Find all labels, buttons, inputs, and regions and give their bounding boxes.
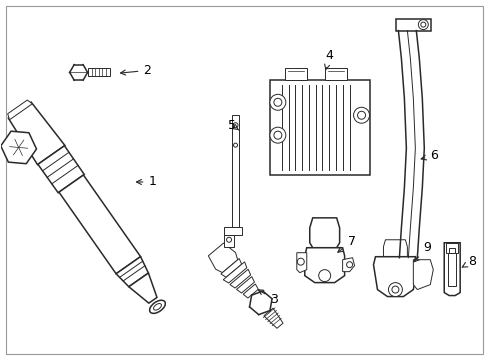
Polygon shape — [398, 258, 415, 270]
Text: 1: 1 — [136, 175, 156, 189]
Polygon shape — [264, 308, 283, 328]
Text: 8: 8 — [461, 255, 475, 268]
Text: 7: 7 — [337, 235, 355, 252]
Polygon shape — [223, 262, 246, 283]
Polygon shape — [269, 80, 369, 175]
Polygon shape — [224, 227, 242, 235]
Text: 2: 2 — [120, 64, 151, 77]
Polygon shape — [243, 284, 258, 298]
Polygon shape — [208, 243, 237, 273]
Polygon shape — [38, 146, 84, 193]
Polygon shape — [8, 100, 32, 120]
Polygon shape — [224, 235, 234, 247]
Ellipse shape — [269, 127, 285, 143]
Polygon shape — [296, 253, 306, 273]
Polygon shape — [59, 175, 140, 274]
Polygon shape — [443, 243, 459, 296]
Polygon shape — [309, 218, 339, 248]
Ellipse shape — [269, 94, 285, 110]
Polygon shape — [1, 131, 37, 164]
Polygon shape — [412, 260, 432, 289]
Text: 9: 9 — [413, 241, 430, 262]
Ellipse shape — [387, 283, 402, 297]
Polygon shape — [221, 258, 241, 277]
Polygon shape — [128, 273, 157, 303]
Polygon shape — [383, 240, 407, 257]
Ellipse shape — [353, 107, 369, 123]
Text: 5: 5 — [227, 119, 238, 132]
Ellipse shape — [417, 20, 427, 30]
Polygon shape — [116, 257, 148, 287]
Ellipse shape — [149, 300, 165, 314]
Text: 3: 3 — [258, 290, 277, 306]
Ellipse shape — [318, 270, 330, 282]
Polygon shape — [232, 115, 239, 235]
Polygon shape — [87, 68, 109, 76]
Polygon shape — [236, 276, 254, 293]
Polygon shape — [446, 243, 457, 253]
Polygon shape — [304, 248, 344, 283]
Polygon shape — [324, 68, 346, 80]
Polygon shape — [229, 269, 250, 288]
Polygon shape — [342, 258, 354, 272]
Polygon shape — [398, 270, 410, 283]
Polygon shape — [396, 19, 430, 31]
Polygon shape — [285, 68, 306, 80]
Polygon shape — [373, 257, 416, 297]
Text: 4: 4 — [324, 49, 333, 69]
Polygon shape — [8, 102, 65, 165]
Text: 6: 6 — [420, 149, 437, 162]
